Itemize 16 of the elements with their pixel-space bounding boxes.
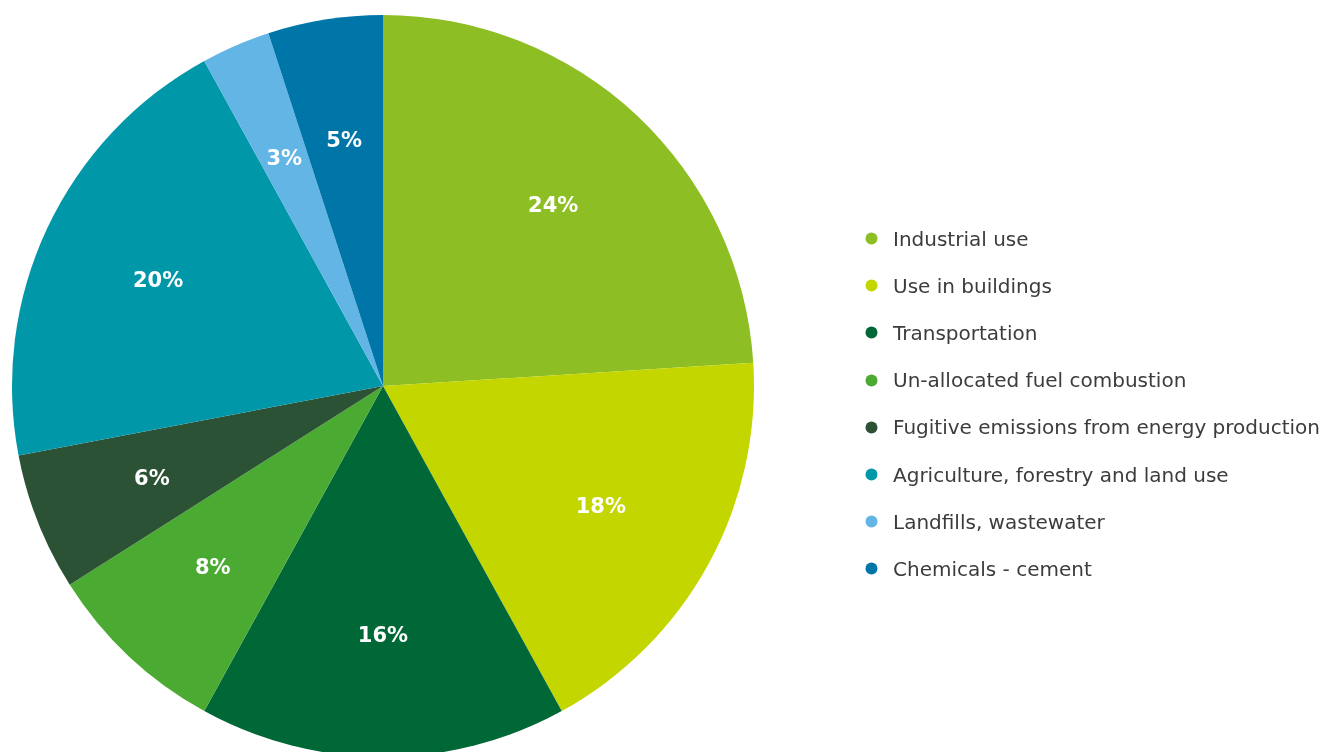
data-label: 3% xyxy=(266,145,303,170)
data-label: 6% xyxy=(134,465,170,490)
legend-label: Chemicals - cement xyxy=(893,556,1092,581)
legend-label: Landfills, wastewater xyxy=(893,509,1105,534)
legend-label: Industrial use xyxy=(893,226,1029,251)
data-label: 5% xyxy=(326,128,362,153)
legend-label: Use in buildings xyxy=(893,273,1052,298)
legend-label: Transportation xyxy=(893,320,1038,345)
data-label: 16% xyxy=(357,622,409,647)
data-label: 20% xyxy=(132,268,184,293)
legend-label: Agriculture, forestry and land use xyxy=(893,462,1229,487)
legend-label: Un-allocated fuel combustion xyxy=(893,368,1187,393)
legend-label: Fugitive emissions from energy production xyxy=(893,415,1321,440)
data-label: 24% xyxy=(528,192,579,217)
data-label: 8% xyxy=(195,555,231,580)
data-label: 18% xyxy=(575,493,626,518)
